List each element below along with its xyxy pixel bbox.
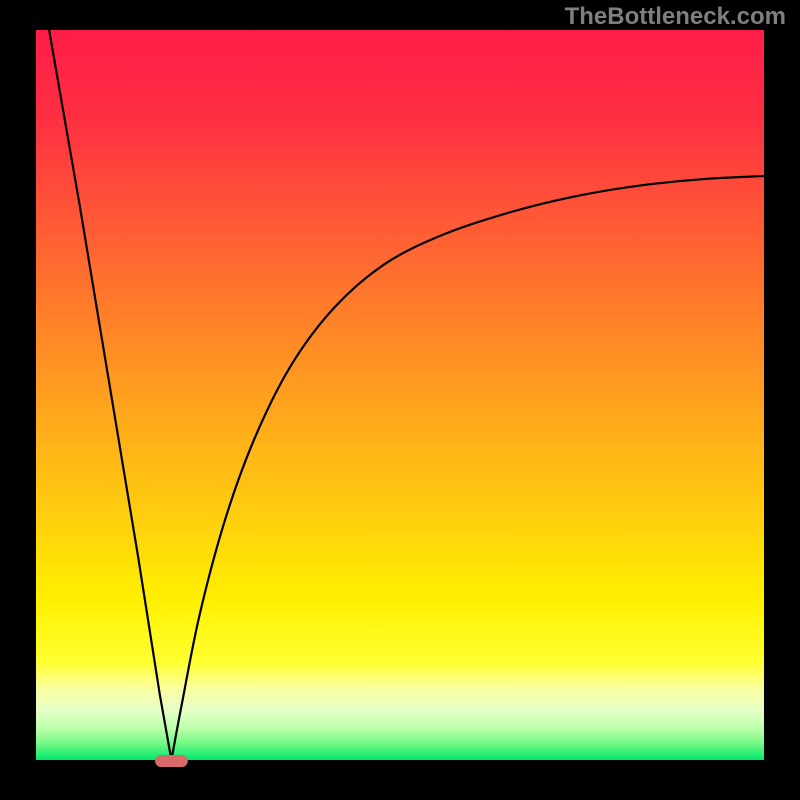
optimal-point-marker <box>155 755 188 767</box>
attribution-label: TheBottleneck.com <box>565 3 786 30</box>
plot-gradient-background <box>36 30 764 760</box>
